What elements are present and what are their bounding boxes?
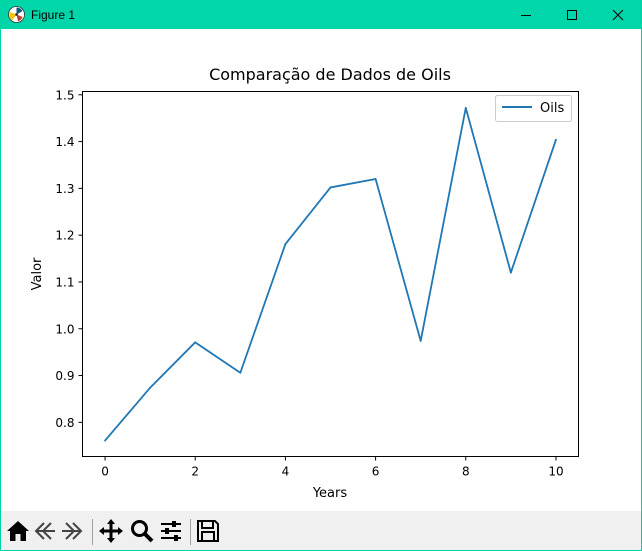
legend-box <box>495 95 572 122</box>
forward-icon[interactable] <box>59 518 85 544</box>
x-tick-label: 2 <box>191 465 199 479</box>
minimize-icon[interactable] <box>503 1 549 29</box>
data-point <box>284 243 287 245</box>
line-chart: Comparação de Dados de Oils 0 2 4 6 8 10 0.80… <box>30 65 579 501</box>
y-axis-label: Valor <box>30 257 45 290</box>
data-point <box>329 186 332 189</box>
data-point <box>509 271 512 274</box>
y-tick-label: 0.8 <box>55 416 74 430</box>
window-title: Figure 1 <box>31 8 76 22</box>
y-tick-label: 1.2 <box>55 229 74 243</box>
y-tick-label: 1.1 <box>55 275 74 289</box>
series-line-oils <box>104 106 557 442</box>
data-point <box>419 340 422 342</box>
figure-canvas[interactable]: Comparação de Dados de Oils 0 2 4 6 8 10 0.8 0… <box>1 30 641 511</box>
y-tick-label: 1.4 <box>55 135 74 149</box>
legend: Oils <box>495 95 572 122</box>
data-point <box>374 178 377 180</box>
maximize-icon[interactable] <box>549 1 595 29</box>
y-axis: 0.8 0.9 1.0 1.1 1.2 1.3 1.4 1.5 <box>55 88 83 430</box>
axes-frame <box>82 91 579 457</box>
navigation-toolbar <box>1 511 641 550</box>
x-tick-label: 6 <box>372 465 380 479</box>
y-tick-label: 1.3 <box>55 182 74 196</box>
x-tick-label: 0 <box>101 465 109 479</box>
data-point <box>104 439 106 442</box>
matplotlib-logo-icon <box>8 6 25 23</box>
data-point <box>149 386 152 389</box>
zoom-icon[interactable] <box>129 518 155 544</box>
y-tick-label: 1.5 <box>55 88 74 102</box>
home-icon[interactable] <box>5 518 31 544</box>
y-tick-label: 1.0 <box>55 322 74 336</box>
title-bar[interactable]: Figure 1 <box>1 1 641 29</box>
legend-label: Oils <box>540 101 564 116</box>
data-point <box>464 106 467 109</box>
toolbar-separator <box>92 519 93 545</box>
x-tick-label: 4 <box>282 465 290 479</box>
x-tick-label: 8 <box>462 465 470 479</box>
toolbar-separator <box>190 519 191 545</box>
x-tick-label: 10 <box>548 465 563 479</box>
x-axis-label: Years <box>312 486 348 501</box>
back-icon[interactable] <box>32 518 58 544</box>
x-axis: 0 2 4 6 8 10 <box>101 456 564 479</box>
save-icon[interactable] <box>195 518 221 544</box>
data-point <box>194 341 197 344</box>
close-icon[interactable] <box>595 1 641 29</box>
pan-icon[interactable] <box>98 518 124 544</box>
configure-subplots-icon[interactable] <box>158 518 184 544</box>
y-tick-label: 0.9 <box>55 369 74 383</box>
series-layer <box>104 106 557 442</box>
data-point <box>555 138 557 141</box>
data-point <box>239 371 242 374</box>
chart-title: Comparação de Dados de Oils <box>209 65 451 84</box>
